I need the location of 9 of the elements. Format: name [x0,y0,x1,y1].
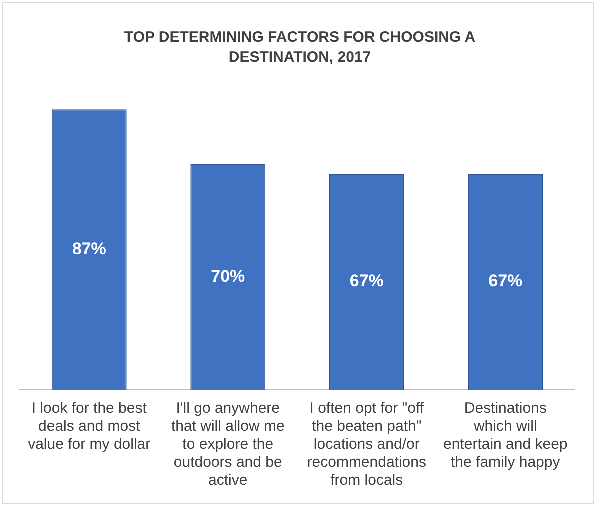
x-tick-label: I often opt for "off the beaten path" locations and/or recommendations from locals [307,400,426,490]
data-label: 87% [72,240,106,259]
chart-title: TOP DETERMINING FACTORS FOR CHOOSING A DESTINATION, 2017 [123,28,477,68]
x-tick-label: I look for the best deals and most value for my dollar [28,400,151,454]
data-label: 67% [488,272,523,291]
data-label: 67% [350,272,384,291]
x-tick-label: Destinations which will entertain and keep the family happy [443,400,568,472]
x-tick-label: I'll go anywhere that will allow me to explore the outdoors and be active [171,400,285,490]
data-label: 70% [211,266,246,286]
